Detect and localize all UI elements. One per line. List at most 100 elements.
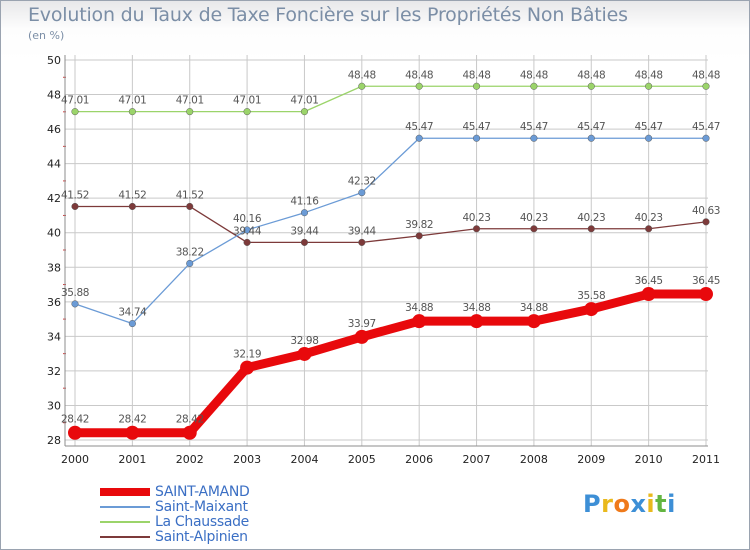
data-label: 28.42 [61,414,89,426]
x-tick-label: 2005 [348,453,376,466]
data-label: 35.88 [61,287,89,299]
data-label: 42.32 [348,176,376,188]
data-point [186,259,194,268]
data-point [354,329,369,344]
data-point [584,302,599,317]
data-label: 36.45 [635,275,663,287]
data-point [641,287,656,302]
data-label: 45.47 [405,121,433,133]
data-point [125,425,140,440]
data-point [358,82,366,90]
data-point [469,314,484,329]
data-point [186,108,194,116]
axis-layer: 28 30 32 34 36 38 40 42 44 46 48 50 2000 2001 2002 2003… [47,54,720,466]
legend-label: Saint-Alpinien [155,529,248,545]
data-point [472,134,481,142]
data-point [240,360,255,375]
data-label: 41.16 [290,196,319,208]
data-point [645,82,653,90]
logo-letter: P [583,490,602,518]
data-label: 48.48 [692,69,720,81]
y-tick-label: 34 [47,330,61,343]
data-label: 48.48 [577,69,605,81]
data-point [243,108,251,116]
data-point [530,225,538,233]
x-tick-label: 2001 [118,453,146,466]
label-layer: 28.42 28.42 28.42 32.19 32.98 33.97 34.88 34.88… [61,69,720,425]
chart-title: Evolution du Taux de Taxe Foncière sur l… [28,4,628,26]
y-axis-unit-label: (en %) [28,29,65,42]
data-point [702,218,710,226]
data-label: 40.23 [577,212,605,224]
data-label: 39.44 [233,225,262,237]
y-tick-label: 28 [47,434,61,447]
data-point [182,425,197,440]
x-tick-label: 2003 [233,453,261,466]
data-point [699,287,713,302]
data-point [530,82,538,90]
data-label: 47.01 [290,95,318,107]
data-label: 40.23 [520,212,548,224]
data-point [358,189,366,197]
data-label: 45.47 [520,121,548,133]
data-point [71,108,79,116]
data-point [587,134,595,142]
data-point [71,300,79,308]
data-point [300,209,309,217]
legend-swatch [100,506,150,508]
series-layer [68,82,713,440]
y-tick-label: 32 [47,365,61,378]
legend-label: SAINT-AMAND [155,484,250,500]
legend-item: La Chaussade [100,514,340,530]
x-tick-label: 2010 [635,453,663,466]
y-tick-label: 36 [47,296,61,309]
data-label: 40.23 [463,212,491,224]
data-label: 47.01 [118,95,146,107]
logo-letter: i [646,490,656,518]
data-label: 48.48 [405,69,433,81]
x-tick-label: 2004 [290,453,318,466]
data-label: 45.47 [692,121,720,133]
legend: SAINT-AMAND Saint-Maixant La Chaussade Sain… [100,484,340,545]
data-point [415,232,423,240]
data-point [587,225,595,233]
legend-swatch [100,488,150,496]
data-point [243,238,251,246]
series-line-0 [70,289,711,438]
data-label: 34.88 [405,302,433,314]
x-tick-label: 2009 [577,453,605,466]
data-label: 28.42 [176,414,204,426]
y-tick-label: 30 [47,399,61,412]
x-tick-label: 2008 [520,453,548,466]
data-point [526,314,541,329]
data-label: 36.45 [692,275,720,287]
data-label: 41.52 [118,189,146,201]
data-label: 47.01 [176,95,204,107]
data-point [415,134,423,142]
data-label: 47.01 [61,95,89,107]
data-label: 39.44 [348,225,377,237]
data-label: 40.16 [233,213,262,225]
data-label: 45.47 [635,121,663,133]
logo-letter: t [655,490,668,518]
data-point [71,202,79,211]
data-label: 34.88 [520,302,548,314]
data-point [415,82,423,90]
data-label: 41.52 [176,189,204,201]
legend-swatch [100,521,150,523]
data-point [128,202,136,211]
data-point [702,82,710,90]
y-tick-label: 42 [47,192,61,205]
y-tick-label: 38 [47,261,61,274]
data-label: 28.42 [118,414,146,426]
data-label: 45.47 [463,121,491,133]
y-tick-label: 46 [47,123,61,136]
data-label: 34.88 [463,302,491,314]
y-tick-label: 40 [47,227,61,240]
legend-item: Saint-Maixant [100,499,340,515]
data-point [186,202,194,211]
proxiti-logo: Proxiti [583,490,676,518]
data-label: 48.48 [348,69,376,81]
data-label: 32.98 [290,335,318,347]
data-label: 45.47 [577,121,605,133]
